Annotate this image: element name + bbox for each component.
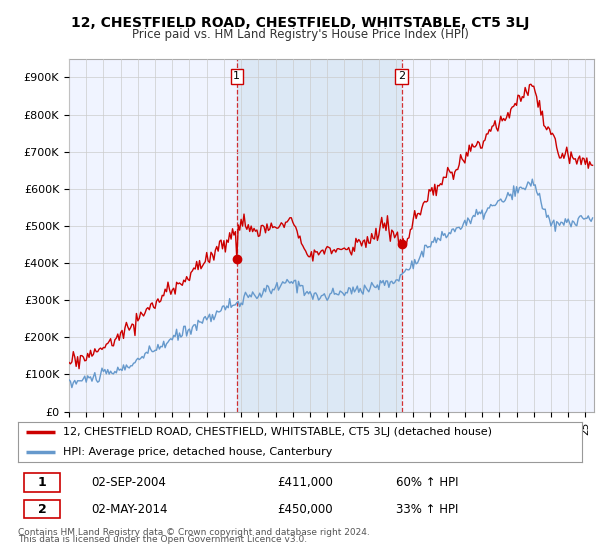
FancyBboxPatch shape: [23, 473, 60, 492]
Text: 2: 2: [38, 502, 47, 516]
Text: Price paid vs. HM Land Registry's House Price Index (HPI): Price paid vs. HM Land Registry's House …: [131, 28, 469, 41]
Text: Contains HM Land Registry data © Crown copyright and database right 2024.: Contains HM Land Registry data © Crown c…: [18, 528, 370, 536]
Text: 2: 2: [398, 72, 405, 81]
FancyBboxPatch shape: [23, 500, 60, 519]
Text: 33% ↑ HPI: 33% ↑ HPI: [396, 502, 458, 516]
Text: 12, CHESTFIELD ROAD, CHESTFIELD, WHITSTABLE, CT5 3LJ: 12, CHESTFIELD ROAD, CHESTFIELD, WHITSTA…: [71, 16, 529, 30]
Bar: [237, 59, 402, 412]
Text: 02-MAY-2014: 02-MAY-2014: [91, 502, 168, 516]
Text: £450,000: £450,000: [277, 502, 333, 516]
Text: 1: 1: [233, 72, 241, 81]
Text: HPI: Average price, detached house, Canterbury: HPI: Average price, detached house, Cant…: [63, 447, 332, 457]
Text: 12, CHESTFIELD ROAD, CHESTFIELD, WHITSTABLE, CT5 3LJ (detached house): 12, CHESTFIELD ROAD, CHESTFIELD, WHITSTA…: [63, 427, 492, 437]
Text: 60% ↑ HPI: 60% ↑ HPI: [396, 475, 458, 489]
Text: 1: 1: [38, 475, 47, 489]
Text: £411,000: £411,000: [277, 475, 334, 489]
Text: This data is licensed under the Open Government Licence v3.0.: This data is licensed under the Open Gov…: [18, 535, 307, 544]
Text: 02-SEP-2004: 02-SEP-2004: [91, 475, 166, 489]
